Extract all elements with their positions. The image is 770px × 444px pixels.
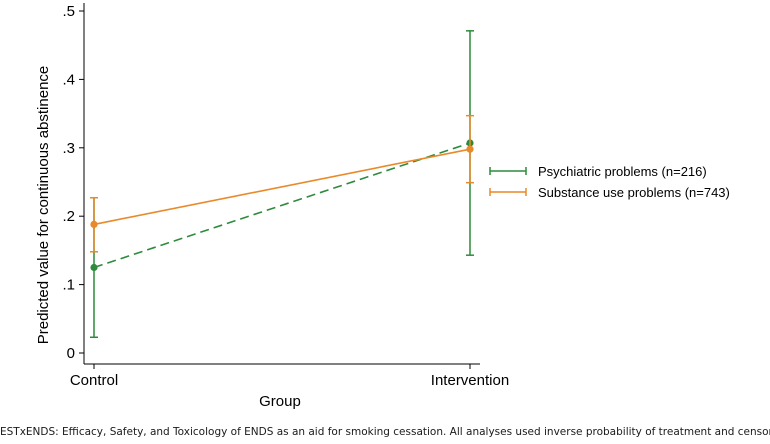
y-axis-title: Predicted value for continuous abstinenc… (35, 66, 52, 345)
data-point (90, 220, 98, 229)
y-tick-label: .5 (62, 3, 75, 20)
y-tick-label: .4 (62, 71, 75, 88)
chart: 0 .1 .2 .3 .4 .5 Control Intervention Psychiatr… (35, 3, 730, 410)
y-tick-label: 0 (67, 345, 75, 362)
x-tick-label: Intervention (431, 372, 509, 389)
y-tick-label: .1 (62, 277, 75, 294)
series-group (90, 114, 474, 253)
axes: 0 .1 .2 .3 .4 .5 Control Intervention (62, 3, 509, 389)
series-line (93, 142, 471, 269)
x-tick-label: Control (70, 372, 118, 389)
legend-label: Substance use problems (n=743) (538, 185, 730, 200)
y-tick-label: .3 (62, 140, 75, 157)
legend-item: Psychiatric problems (n=216) (489, 164, 707, 179)
series-group (90, 30, 474, 339)
y-tick-label: .2 (62, 208, 75, 225)
series-line (93, 148, 471, 226)
series-layer (90, 30, 474, 339)
figure-footnote: ESTxENDS: Efficacy, Safety, and Toxicolo… (0, 426, 770, 438)
data-point (466, 145, 474, 153)
legend: Psychiatric problems (n=216) Substance us… (489, 164, 730, 200)
data-point (90, 263, 98, 272)
x-axis-title: Group (259, 393, 301, 410)
legend-label: Psychiatric problems (n=216) (538, 164, 707, 179)
legend-item: Substance use problems (n=743) (489, 185, 730, 200)
